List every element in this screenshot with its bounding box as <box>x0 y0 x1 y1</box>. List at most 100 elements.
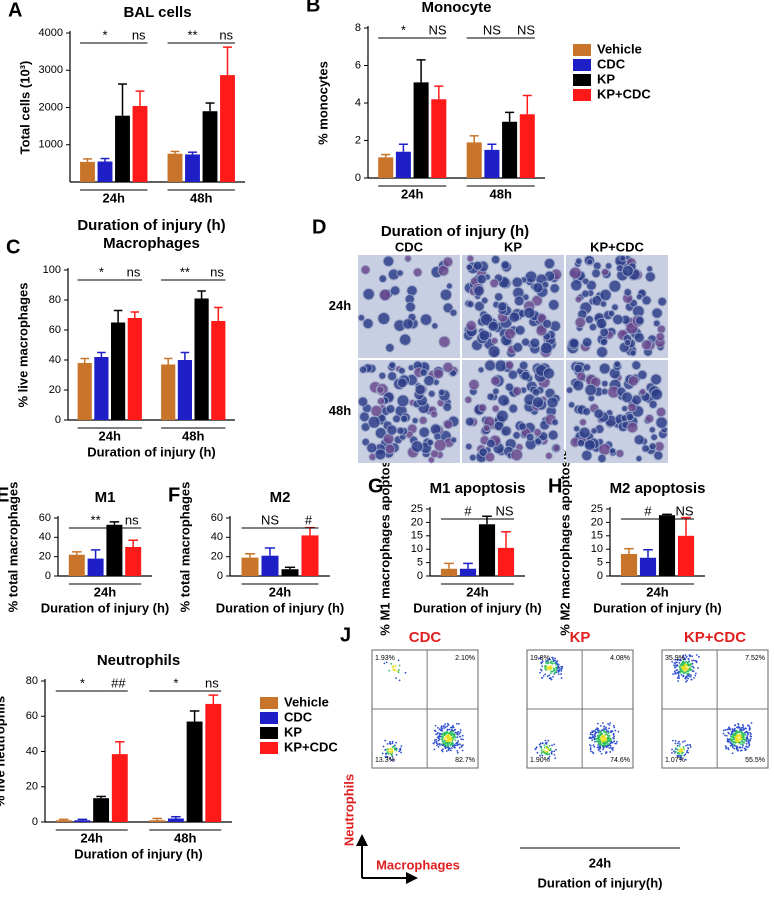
x-tick-label: 48h <box>182 428 204 443</box>
cell <box>511 276 523 289</box>
cell <box>367 415 381 429</box>
cell <box>568 266 582 280</box>
cell <box>497 301 508 312</box>
event-dot <box>679 668 681 670</box>
event-dot <box>555 664 557 666</box>
error-bar <box>398 143 408 152</box>
error-bar <box>72 551 82 555</box>
event-dot <box>740 731 743 734</box>
x-tick-label: 24h <box>466 584 488 599</box>
event-dot <box>732 743 735 746</box>
event-dot <box>555 671 558 674</box>
event-dot <box>462 744 464 746</box>
event-dot <box>608 734 611 737</box>
bar <box>220 75 235 182</box>
bar <box>55 820 72 822</box>
cell <box>543 257 556 270</box>
event-dot <box>736 726 738 729</box>
event-dot <box>729 735 732 738</box>
event-dot <box>682 656 685 659</box>
event-dot <box>607 722 609 725</box>
event-dot <box>535 747 537 750</box>
event-dot <box>561 667 563 670</box>
event-dot <box>460 738 463 741</box>
event-dot <box>450 749 452 752</box>
event-dot <box>541 754 544 757</box>
event-dot <box>727 741 729 743</box>
event-dot <box>678 752 681 755</box>
cell <box>650 433 659 442</box>
cell <box>378 371 387 380</box>
y-tick-label: 20 <box>49 384 61 396</box>
bar <box>431 99 447 178</box>
cell <box>512 431 521 440</box>
cell <box>357 396 369 407</box>
event-dot <box>675 664 677 667</box>
y-tick-label: 20 <box>26 781 38 793</box>
cell <box>650 373 663 386</box>
event-dot <box>443 737 446 740</box>
event-dot <box>731 731 734 734</box>
cell <box>619 254 627 262</box>
event-dot <box>604 728 607 731</box>
event-dot <box>557 665 559 668</box>
cell <box>465 263 474 271</box>
event-dot <box>444 742 447 744</box>
cell <box>629 349 637 357</box>
error-bar <box>284 566 296 570</box>
event-dot <box>398 750 401 753</box>
y-tick-label: 60 <box>211 512 223 524</box>
event-dot <box>596 740 598 743</box>
plot-title: CDC <box>409 629 442 646</box>
event-dot <box>724 734 726 737</box>
bar <box>111 754 128 822</box>
event-dot <box>736 731 739 734</box>
event-dot <box>551 750 553 753</box>
cell <box>621 391 633 404</box>
event-dot <box>543 744 546 747</box>
event-dot <box>733 736 735 739</box>
event-dot <box>451 728 453 731</box>
event-dot <box>461 749 464 752</box>
event-dot <box>732 746 734 749</box>
cell <box>388 361 397 370</box>
event-dot <box>590 750 592 753</box>
event-dot <box>400 745 403 747</box>
event-dot <box>744 749 747 751</box>
column-label: KP+CDC <box>590 239 644 254</box>
quadrant-value: 2.10% <box>455 655 475 662</box>
event-dot <box>689 655 691 658</box>
x-tick-label: 24h <box>99 428 121 443</box>
event-dot <box>679 748 682 751</box>
bar <box>185 154 200 182</box>
legend-swatch <box>260 697 278 709</box>
cell <box>486 438 496 449</box>
event-dot <box>725 746 728 749</box>
error-bar <box>381 153 391 158</box>
plot-title: KP <box>570 629 591 646</box>
cell <box>374 427 387 440</box>
event-dot <box>746 735 749 737</box>
cell <box>398 366 406 375</box>
event-dot <box>454 744 457 747</box>
cell <box>641 295 652 306</box>
cell <box>653 450 664 461</box>
flow-time: 24h <box>589 855 611 870</box>
legend-swatch <box>573 44 591 56</box>
event-dot <box>676 677 679 679</box>
x-tick-label: 48h <box>490 186 512 201</box>
event-dot <box>395 753 398 756</box>
event-dot <box>438 742 441 745</box>
event-dot <box>671 739 674 742</box>
event-dot <box>455 742 458 744</box>
event-dot <box>675 669 678 672</box>
cell <box>512 342 524 353</box>
event-dot <box>549 748 552 751</box>
event-dot <box>441 738 443 740</box>
event-dot <box>536 751 539 754</box>
event-dot <box>733 729 736 732</box>
cell <box>584 315 594 325</box>
cell <box>578 418 587 427</box>
cell <box>472 260 483 271</box>
cell <box>487 320 499 332</box>
